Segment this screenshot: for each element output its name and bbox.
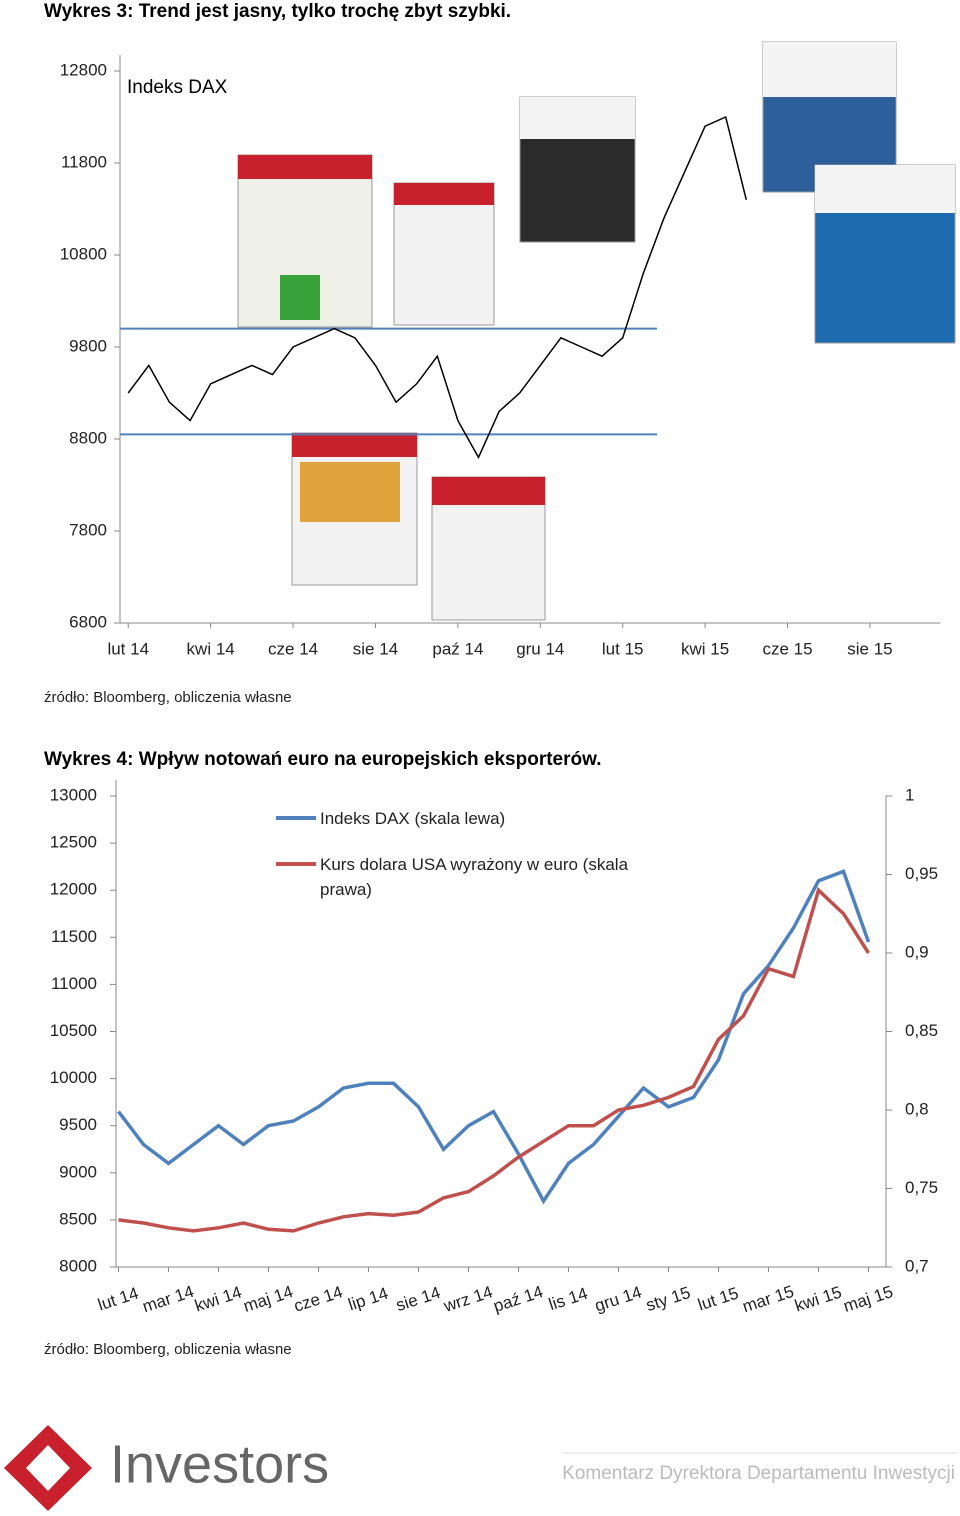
series-line (118, 886, 870, 1233)
cover-band (238, 155, 372, 179)
source-note: źródło: Bloomberg, obliczenia własne (44, 689, 292, 706)
x-tick-label: wrz 14 (440, 1282, 494, 1316)
y-tick-label: 11800 (61, 152, 107, 171)
y-tick-label: 9500 (59, 1115, 97, 1134)
legend-entry: Kurs dolara USA wyrażony w euro (skala p… (320, 855, 629, 899)
x-tick-label: paź 14 (491, 1282, 545, 1316)
x-tick-label: lut 15 (602, 639, 644, 658)
y-tick-label: 12000 (50, 880, 97, 899)
magazine-cover (393, 182, 495, 326)
x-tick-label: lis 14 (546, 1284, 590, 1314)
x-tick-label: mar 14 (140, 1282, 196, 1316)
x-tick-label: lut 15 (695, 1284, 740, 1315)
y2-tick-label: 0,8 (905, 1099, 929, 1118)
cover-art (280, 275, 320, 320)
x-tick-label: kwi 15 (792, 1283, 844, 1316)
y-tick-label: 10500 (50, 1021, 97, 1040)
x-tick-label: gru 14 (592, 1283, 644, 1316)
cover-band (394, 183, 494, 205)
investors-logo (4, 1425, 958, 1511)
logo-text: Investors (110, 1434, 329, 1494)
y-tick-label: 12800 (60, 60, 107, 79)
y2-tick-label: 0,85 (905, 1021, 938, 1040)
y-tick-label: 12500 (50, 833, 97, 852)
x-tick-label: kwi 14 (192, 1283, 244, 1316)
x-tick-label: cze 14 (291, 1282, 345, 1316)
y2-tick-label: 0,75 (905, 1178, 938, 1197)
y2-tick-label: 1 (905, 785, 914, 804)
x-tick-label: mar 15 (740, 1282, 796, 1316)
legend-label: Kurs dolara USA wyrażony w euro (skala p… (320, 855, 629, 899)
x-tick-label: lut 14 (95, 1284, 140, 1315)
series-line (117, 869, 871, 1205)
x-tick-label: sie 15 (847, 639, 892, 658)
x-tick-label: sie 14 (394, 1283, 443, 1315)
y-tick-label: 8000 (59, 1256, 97, 1275)
y-tick-label: 7800 (69, 520, 107, 539)
x-tick-label: kwi 14 (187, 639, 235, 658)
x-tick-label: lut 14 (107, 639, 149, 658)
y-tick-label: 11000 (51, 974, 97, 993)
x-tick-label: cze 14 (268, 639, 318, 658)
y-tick-label: 10000 (50, 1068, 97, 1087)
legend-label: Indeks DAX (skala lewa) (320, 809, 506, 828)
y-tick-label: 9000 (59, 1162, 97, 1181)
source-note: źródło: Bloomberg, obliczenia własne (44, 1341, 292, 1358)
x-tick-label: sie 14 (353, 639, 398, 658)
cover-art (300, 462, 400, 522)
magazine-covers (237, 41, 956, 621)
cover-band (815, 165, 955, 213)
cover-band (292, 433, 417, 457)
y-tick-label: 11500 (51, 927, 97, 946)
x-tick-label: lip 14 (346, 1284, 391, 1315)
x-tick-label: gru 14 (516, 639, 564, 658)
y-tick-label: 6800 (69, 612, 107, 631)
y2-tick-label: 0,9 (905, 942, 929, 961)
logo-mark-inner (26, 1445, 70, 1491)
y2-tick-label: 0,95 (905, 864, 938, 883)
y-tick-label: 8800 (69, 428, 107, 447)
chart-title: Wykres 4: Wpływ notowań euro na europejs… (44, 749, 601, 770)
x-tick-label: maj 14 (241, 1282, 295, 1316)
y-tick-label: 9800 (69, 336, 107, 355)
cover-band (520, 97, 635, 139)
cover-band (763, 42, 896, 97)
series-label: Indeks DAX (127, 77, 228, 98)
chart-title: Wykres 3: Trend jest jasny, tylko trochę… (44, 1, 511, 22)
x-tick-label: cze 15 (762, 639, 812, 658)
y-tick-label: 8500 (59, 1209, 97, 1228)
y-tick-label: 13000 (50, 785, 97, 804)
y-tick-label: 10800 (60, 244, 107, 263)
x-tick-label: sty 15 (644, 1283, 693, 1315)
x-tick-label: paź 14 (432, 639, 483, 658)
cover-band (432, 477, 545, 505)
x-tick-label: kwi 15 (681, 639, 729, 658)
footer-text: Komentarz Dyrektora Departamentu Inwesty… (562, 1463, 955, 1484)
legend-entry: Indeks DAX (skala lewa) (320, 809, 506, 828)
series-line (127, 115, 748, 460)
x-tick-label: maj 15 (841, 1282, 895, 1316)
y2-tick-label: 0,7 (905, 1256, 929, 1275)
